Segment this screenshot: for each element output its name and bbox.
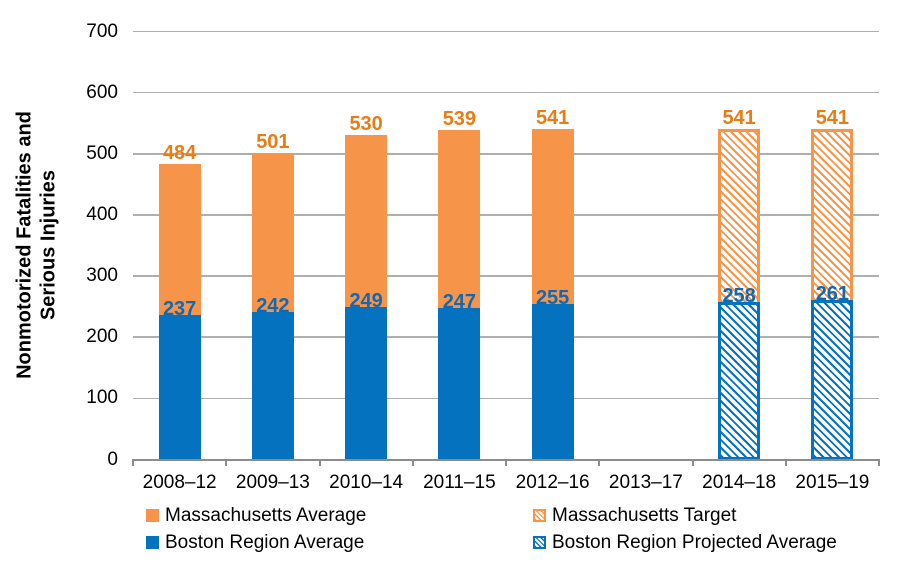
y-tick-label: 400 (86, 203, 118, 225)
bar-segment-massachusetts (158, 163, 201, 315)
y-tick-label: 600 (86, 81, 118, 103)
x-tick-label: 2009–13 (235, 471, 310, 493)
bar-segment-boston (251, 311, 294, 460)
legend-label: Massachusetts Average (165, 504, 367, 526)
x-tick-label: 2015–19 (795, 471, 870, 493)
total-value-label: 539 (442, 107, 477, 130)
gridline (133, 30, 879, 33)
x-axis-tick (878, 461, 880, 466)
x-axis-tick (598, 461, 601, 466)
total-value-label: 541 (535, 106, 570, 129)
total-value-label: 530 (349, 113, 383, 136)
bar-segment-massachusetts (251, 153, 294, 312)
legend-swatch-massachusetts-average (146, 509, 159, 522)
y-tick-label: 100 (86, 387, 118, 409)
x-axis-tick (505, 461, 507, 466)
y-tick-label: 500 (86, 142, 118, 164)
boston-value-label: 237 (162, 297, 197, 320)
bar-segment-massachusetts (531, 128, 574, 304)
legend-swatch-boston-region-average (146, 536, 159, 549)
gridline (133, 214, 879, 216)
bar-segment-boston (438, 308, 481, 460)
legend-swatch-massachusetts-target (533, 509, 546, 522)
bar-segment-boston (531, 303, 574, 460)
boston-value-label: 258 (722, 284, 756, 307)
total-value-label: 541 (815, 106, 850, 129)
bar-segment-massachusetts (345, 135, 388, 308)
x-tick-label: 2011–15 (423, 471, 496, 493)
x-axis-tick (132, 461, 134, 466)
x-axis-line (132, 458, 880, 461)
total-value-label: 541 (722, 106, 756, 129)
legend-item-massachusetts-average: Massachusetts Average (146, 502, 533, 529)
bar-segment-massachusetts-target (811, 128, 854, 300)
legend: Massachusetts Average Massachusetts Targe… (146, 502, 896, 556)
bar-segment-massachusetts-target (718, 128, 761, 302)
gridline (133, 397, 879, 400)
x-axis-tick (225, 461, 228, 466)
x-tick-label: 2010–14 (329, 471, 404, 493)
gridline (133, 91, 879, 94)
gridline (133, 275, 879, 277)
y-tick-label: 300 (86, 265, 118, 287)
boston-value-label: 261 (815, 282, 850, 305)
x-tick-label: 2008–12 (142, 471, 217, 493)
x-axis-tick (691, 461, 694, 466)
boston-value-label: 242 (256, 294, 290, 317)
legend-item-boston-region-average: Boston Region Average (146, 529, 533, 556)
bar-segment-massachusetts (438, 129, 481, 309)
x-axis-tick (318, 461, 321, 466)
legend-label: Boston Region Average (165, 531, 365, 553)
y-tick-label: 200 (86, 326, 118, 348)
x-tick-label: 2013–17 (608, 471, 683, 493)
bar-segment-boston (158, 314, 201, 460)
boston-value-label: 247 (442, 291, 477, 314)
boston-value-label: 249 (349, 290, 383, 313)
y-tick-label: 700 (86, 20, 118, 42)
bar-segment-boston-projected (718, 301, 761, 460)
gridline (133, 336, 879, 338)
x-tick-label: 2014–18 (702, 471, 777, 493)
legend-label: Massachusetts Target (552, 504, 737, 526)
y-tick-label: 0 (107, 448, 118, 470)
x-tick-label: 2012–16 (515, 471, 590, 493)
legend-item-massachusetts-target: Massachusetts Target (533, 502, 896, 529)
bar-segment-boston-projected (811, 299, 854, 460)
legend-item-boston-region-projected-average: Boston Region Projected Average (533, 529, 896, 556)
legend-swatch-boston-region-projected-average (533, 536, 546, 549)
legend-label: Boston Region Projected Average (552, 531, 837, 553)
x-axis-tick (784, 461, 787, 466)
x-axis-tick (411, 461, 414, 466)
total-value-label: 501 (256, 131, 290, 154)
gridline (133, 153, 879, 155)
plot-area: 484 237 501 242 530 249 539 247 541 255 541 258 541 2… (133, 30, 879, 460)
total-value-label: 484 (162, 141, 197, 164)
bar-segment-boston (345, 307, 388, 460)
boston-value-label: 255 (535, 286, 570, 309)
y-axis-title-line1: Nonmotorized Fatalities and (13, 111, 36, 379)
